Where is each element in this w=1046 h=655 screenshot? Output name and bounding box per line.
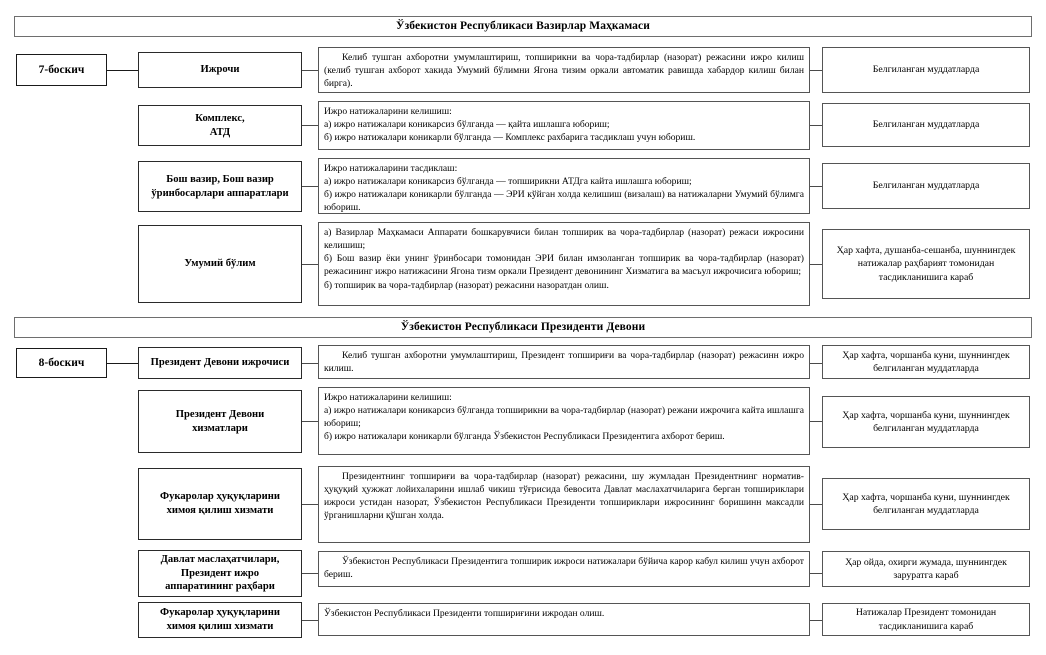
row-elbow-left <box>302 186 318 187</box>
term-box: Ҳар хафта, чоршанба куни, шуннингдек бел… <box>822 396 1030 448</box>
term-label: Белгиланган муддатларда <box>872 119 980 131</box>
term-box: Белгиланган муддатларда <box>822 47 1030 93</box>
stage-label: 8-боскич <box>38 357 85 369</box>
term-label: Белгиланган муддатларда <box>872 64 980 76</box>
term-box: Белгиланган муддатларда <box>822 163 1030 209</box>
row-elbow-right <box>810 125 822 126</box>
row-elbow-left <box>302 363 318 364</box>
actor-label: Умумий бўлим <box>184 258 256 270</box>
actor-label: Давлат маслаҳатчилари, Президент ижро ап… <box>160 554 280 593</box>
actor-label: Комплекс, АТД <box>195 112 245 138</box>
description-text: Президентнинг топшириғи ва чора-тадбирла… <box>324 471 804 522</box>
description-text: Ўзбекистон Республикаси Президенти топши… <box>324 608 605 619</box>
actor-box: Фукаролар ҳуқуқларини химоя қилиш хизмат… <box>138 602 302 638</box>
description-text: Ижро натижаларини тасдиклаш: а) ижро нат… <box>324 163 804 214</box>
row-elbow-left <box>302 573 318 574</box>
term-label: Ҳар хафта, чоршанба куни, шуннингдек бел… <box>842 491 1010 516</box>
actor-label: Бош вазир, Бош вазир ўринбосарлари аппар… <box>151 173 289 199</box>
term-box: Ҳар хафта, чоршанба куни, шуннингдек бел… <box>822 345 1030 379</box>
term-label: Ҳар хафта, чоршанба куни, шуннингдек бел… <box>842 349 1010 374</box>
description-box: Ўзбекистон Республикаси Президентига топ… <box>318 551 810 587</box>
row-elbow-left <box>302 70 318 71</box>
actor-label: Ижрочи <box>200 64 240 76</box>
actor-box: Президент Девони хизматлари <box>138 390 302 453</box>
term-box: Ҳар хафта, чоршанба куни, шуннингдек бел… <box>822 478 1030 530</box>
row-elbow-right <box>810 264 822 265</box>
actor-box: Президент Девони ижрочиси <box>138 347 302 379</box>
description-text: Ўзбекистон Республикаси Президентига топ… <box>324 556 804 581</box>
section-banner-cabinet-of-ministers: Ўзбекистон Республикаси Вазирлар Маҳкама… <box>14 16 1032 37</box>
actor-label: Фукаролар ҳуқуқларини химоя қилиш хизмат… <box>159 491 280 516</box>
actor-box: Фукаролар ҳуқуқларини химоя қилиш хизмат… <box>138 468 302 540</box>
description-text: Келиб тушган ахборотни умумлаштириш, Пре… <box>324 350 804 375</box>
row-elbow-left <box>302 421 318 422</box>
term-label: Белгиланган муддатларда <box>872 180 980 192</box>
description-box: Ижро натижаларини келишиш: а) ижро натиж… <box>318 101 810 150</box>
row-elbow-left <box>302 125 318 126</box>
stage-label: 7-боскич <box>38 64 85 76</box>
actor-label: Президент Девони хизматлари <box>175 408 265 434</box>
description-box: Келиб тушган ахборотни умумлаштириш, топ… <box>318 47 810 93</box>
row-elbow-left <box>302 264 318 265</box>
stage-connector-7 <box>107 70 138 71</box>
actor-box: Умумий бўлим <box>138 225 302 303</box>
term-label: Ҳар хафта, чоршанба куни, шуннингдек бел… <box>842 409 1010 434</box>
row-elbow-right <box>810 186 822 187</box>
row-elbow-right <box>810 620 822 621</box>
description-box: Ўзбекистон Республикаси Президенти топши… <box>318 603 810 636</box>
term-box: Ҳар ойда, охирги жумада, шуннингдек зару… <box>822 551 1030 587</box>
section-banner-label: Ўзбекистон Республикаси Вазирлар Маҳкама… <box>396 19 650 32</box>
row-elbow-left <box>302 504 318 505</box>
stage-box-8: 8-боскич <box>16 348 107 378</box>
row-elbow-right <box>810 421 822 422</box>
actor-box: Ижрочи <box>138 52 302 88</box>
row-elbow-right <box>810 70 822 71</box>
description-box: Ижро натижаларини тасдиклаш: а) ижро нат… <box>318 158 810 214</box>
section-banner-label: Ўзбекистон Республикаси Президенти Девон… <box>400 320 646 333</box>
term-box: Ҳар хафта, душанба-сешанба, шуннингдек н… <box>822 229 1030 299</box>
description-box: Президентнинг топшириғи ва чора-тадбирла… <box>318 466 810 543</box>
row-elbow-right <box>810 504 822 505</box>
description-box: а) Вазирлар Маҳкамаси Аппарати бошкарувч… <box>318 222 810 306</box>
description-text: а) Вазирлар Маҳкамаси Аппарати бошкарувч… <box>324 227 804 291</box>
row-elbow-right <box>810 363 822 364</box>
row-elbow-right <box>810 573 822 574</box>
stage-box-7: 7-боскич <box>16 54 107 86</box>
actor-box: Давлат маслаҳатчилари, Президент ижро ап… <box>138 550 302 597</box>
row-elbow-left <box>302 620 318 621</box>
description-text: Ижро натижаларини келишиш: а) ижро натиж… <box>324 392 804 443</box>
term-box: Натижалар Президент томонидан тасдиклани… <box>822 603 1030 636</box>
term-label: Ҳар хафта, душанба-сешанба, шуннингдек н… <box>836 245 1016 283</box>
description-box: Ижро натижаларини келишиш: а) ижро натиж… <box>318 387 810 455</box>
term-box: Белгиланган муддатларда <box>822 103 1030 147</box>
description-text: Келиб тушган ахборотни умумлаштириш, топ… <box>324 52 804 90</box>
actor-label: Фукаролар ҳуқуқларини химоя қилиш хизмат… <box>159 607 280 632</box>
description-text: Ижро натижаларини келишиш: а) ижро натиж… <box>324 106 696 144</box>
actor-label: Президент Девони ижрочиси <box>150 357 290 369</box>
term-label: Ҳар ойда, охирги жумада, шуннингдек зару… <box>845 556 1007 581</box>
section-banner-president-administration: Ўзбекистон Республикаси Президенти Девон… <box>14 317 1032 338</box>
actor-box: Бош вазир, Бош вазир ўринбосарлари аппар… <box>138 161 302 212</box>
actor-box: Комплекс, АТД <box>138 105 302 146</box>
stage-connector-8 <box>107 363 138 364</box>
term-label: Натижалар Президент томонидан тасдиклани… <box>855 607 997 632</box>
description-box: Келиб тушган ахборотни умумлаштириш, Пре… <box>318 345 810 379</box>
